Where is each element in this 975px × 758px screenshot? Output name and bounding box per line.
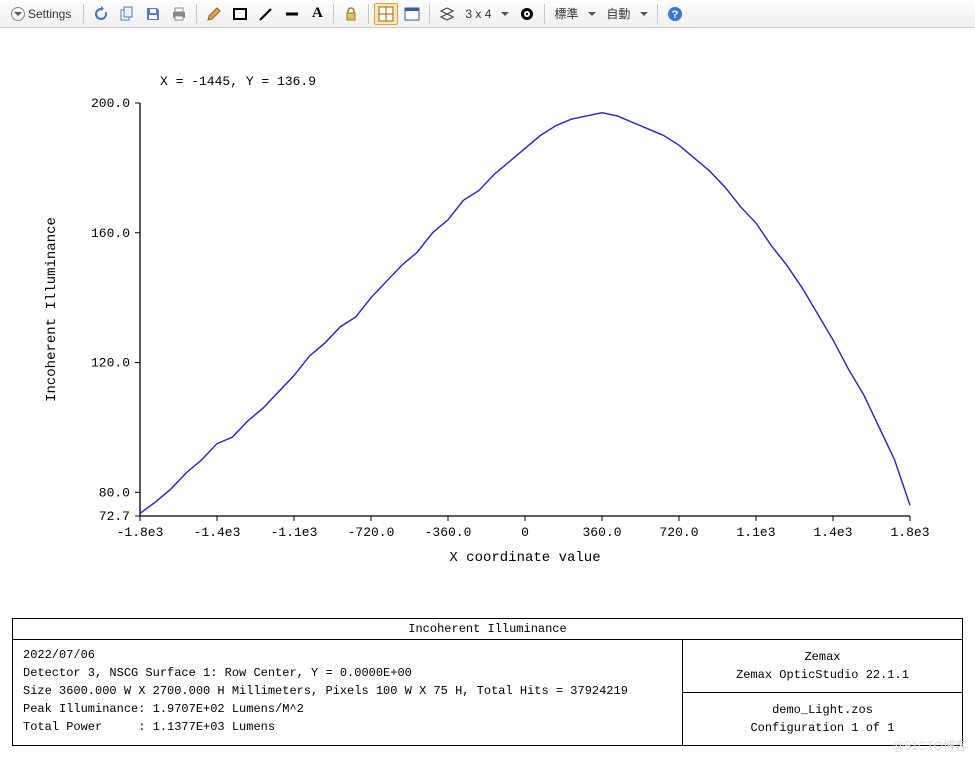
line-button[interactable] bbox=[280, 3, 304, 25]
svg-text:80.0: 80.0 bbox=[99, 485, 130, 500]
svg-text:?: ? bbox=[672, 9, 679, 21]
lock-button[interactable] bbox=[339, 3, 363, 25]
line-icon bbox=[284, 6, 300, 22]
grid-size-label: 3 x 4 bbox=[461, 7, 495, 21]
copy-icon bbox=[119, 6, 135, 22]
info-software: Zemax Zemax OpticStudio 22.1.1 bbox=[683, 640, 962, 693]
mode-2-label: 自動 bbox=[602, 5, 634, 22]
print-icon bbox=[171, 6, 187, 22]
svg-text:0: 0 bbox=[521, 525, 529, 540]
rectangle-icon bbox=[232, 6, 248, 22]
svg-text:200.0: 200.0 bbox=[91, 96, 130, 111]
grid-window-button[interactable] bbox=[374, 3, 398, 25]
pencil-icon bbox=[206, 6, 222, 22]
grid-window-icon bbox=[378, 6, 394, 22]
pencil-button[interactable] bbox=[202, 3, 226, 25]
svg-text:1.4e3: 1.4e3 bbox=[813, 525, 852, 540]
settings-label: Settings bbox=[28, 7, 71, 21]
settings-dropdown[interactable]: Settings bbox=[4, 4, 78, 24]
info-file: demo_Light.zos Configuration 1 of 1 bbox=[683, 693, 962, 745]
info-title: Incoherent Illuminance bbox=[13, 619, 962, 640]
target-button[interactable] bbox=[515, 3, 539, 25]
refresh-icon bbox=[93, 6, 109, 22]
svg-text:-720.0: -720.0 bbox=[348, 525, 395, 540]
grid-size-dropdown[interactable] bbox=[497, 3, 513, 25]
lock-icon bbox=[343, 6, 359, 22]
text-a-icon: A bbox=[312, 5, 323, 22]
target-icon bbox=[519, 6, 535, 22]
file-name: demo_Light.zos bbox=[687, 701, 958, 719]
mode-2-dropdown[interactable] bbox=[636, 3, 652, 25]
svg-text:1.8e3: 1.8e3 bbox=[890, 525, 929, 540]
chevron-down-icon bbox=[501, 12, 509, 16]
software-name: Zemax bbox=[687, 648, 958, 666]
chart-area[interactable]: X = -1445, Y = 136.9 72.7 80.0 120.0 160.0 20… bbox=[0, 28, 975, 583]
svg-text:120.0: 120.0 bbox=[91, 356, 130, 371]
software-version: Zemax OpticStudio 22.1.1 bbox=[687, 666, 958, 684]
window-icon bbox=[404, 6, 420, 22]
stack-icon bbox=[439, 6, 455, 22]
illuminance-chart: X = -1445, Y = 136.9 72.7 80.0 120.0 160.0 20… bbox=[0, 28, 975, 583]
svg-text:-360.0: -360.0 bbox=[425, 525, 472, 540]
save-icon bbox=[145, 6, 161, 22]
svg-text:X coordinate value: X coordinate value bbox=[449, 550, 600, 566]
configuration: Configuration 1 of 1 bbox=[687, 719, 958, 737]
svg-text:360.0: 360.0 bbox=[582, 525, 621, 540]
svg-text:720.0: 720.0 bbox=[659, 525, 698, 540]
chevron-down-icon bbox=[588, 12, 596, 16]
refresh-button[interactable] bbox=[89, 3, 113, 25]
window-button[interactable] bbox=[400, 3, 424, 25]
arrow-icon bbox=[258, 6, 274, 22]
stack-button[interactable] bbox=[435, 3, 459, 25]
svg-text:-1.1e3: -1.1e3 bbox=[271, 525, 318, 540]
mode-1-dropdown[interactable] bbox=[584, 3, 600, 25]
chevron-down-icon bbox=[640, 12, 648, 16]
info-panel: Incoherent Illuminance 2022/07/06 Detect… bbox=[12, 618, 963, 746]
help-button[interactable]: ? bbox=[663, 3, 687, 25]
svg-text:Incoherent Illuminance: Incoherent Illuminance bbox=[44, 217, 60, 402]
svg-text:72.7: 72.7 bbox=[99, 509, 130, 524]
rectangle-button[interactable] bbox=[228, 3, 252, 25]
text-button[interactable]: A bbox=[306, 3, 328, 25]
info-details: 2022/07/06 Detector 3, NSCG Surface 1: R… bbox=[13, 640, 682, 745]
arrow-button[interactable] bbox=[254, 3, 278, 25]
svg-text:160.0: 160.0 bbox=[91, 226, 130, 241]
help-icon: ? bbox=[667, 6, 683, 22]
save-button[interactable] bbox=[141, 3, 165, 25]
toolbar: Settings A 3 x 4 bbox=[0, 0, 975, 28]
svg-text:X = -1445, Y = 136.9: X = -1445, Y = 136.9 bbox=[160, 74, 316, 89]
svg-text:-1.8e3: -1.8e3 bbox=[117, 525, 164, 540]
svg-text:1.1e3: 1.1e3 bbox=[736, 525, 775, 540]
copy-button[interactable] bbox=[115, 3, 139, 25]
chevron-down-icon bbox=[11, 7, 25, 21]
print-button[interactable] bbox=[167, 3, 191, 25]
svg-text:-1.4e3: -1.4e3 bbox=[194, 525, 241, 540]
mode-1-label: 標準 bbox=[550, 5, 582, 22]
